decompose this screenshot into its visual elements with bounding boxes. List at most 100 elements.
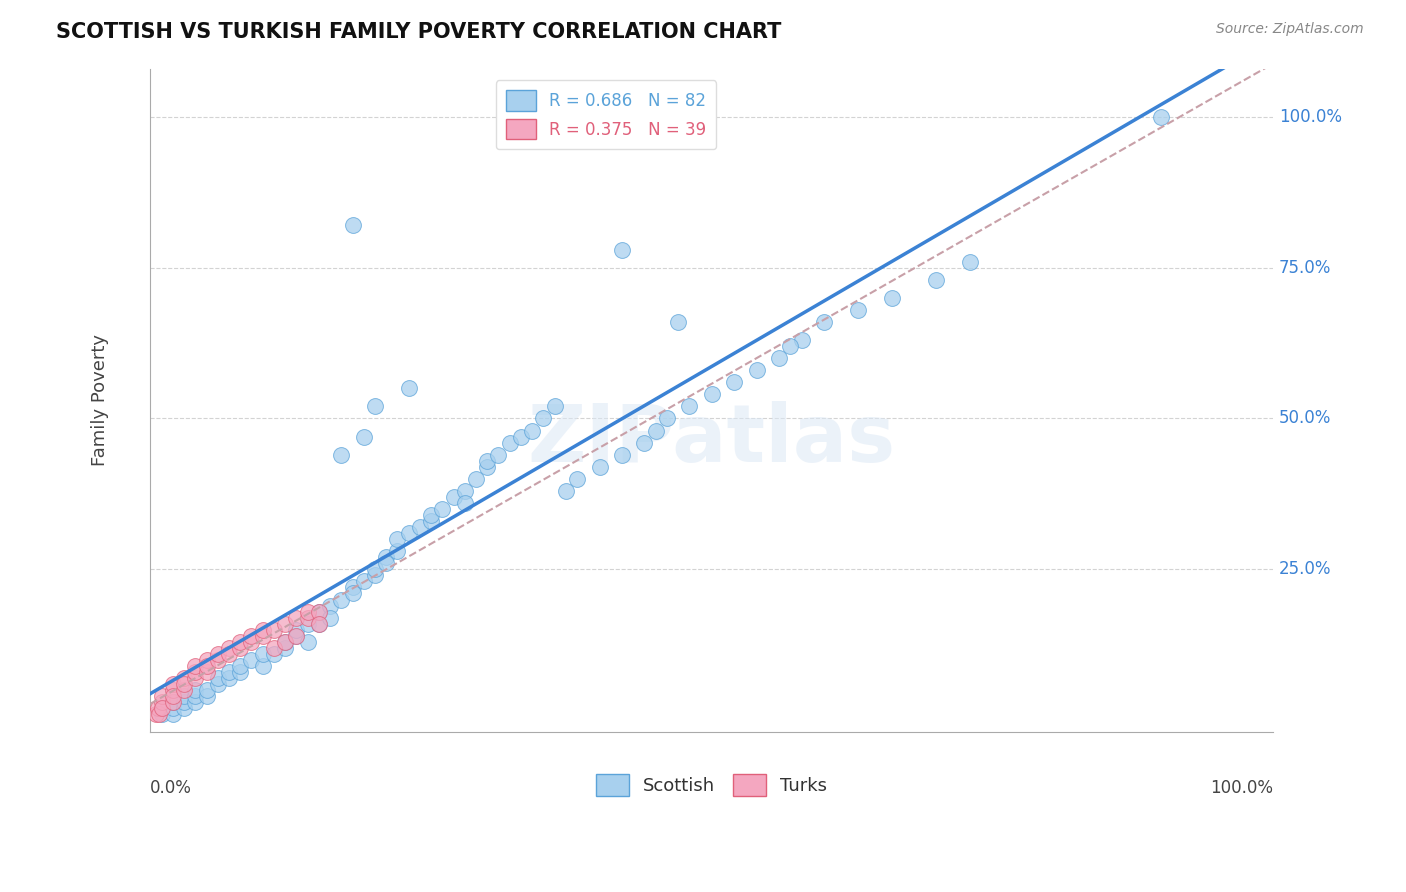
Point [285,629,308,643]
Text: ZIPatlas: ZIPatlas [527,401,896,479]
Point [846,302,869,317]
Point [633,435,655,450]
Point [240,629,263,643]
Point [229,640,252,655]
Text: 100.0%: 100.0% [1211,779,1274,797]
Point [195,658,218,673]
Point [666,315,689,329]
Point [240,634,263,648]
Point [285,610,308,624]
Point [925,273,948,287]
Point [207,671,229,685]
Point [162,689,184,703]
Point [252,629,274,643]
Point [274,634,297,648]
Point [308,616,330,631]
Point [150,707,173,722]
Point [420,508,443,522]
Point [543,400,565,414]
Point [353,574,375,589]
Point [342,581,364,595]
Point [229,665,252,679]
Point [274,616,297,631]
Point [162,677,184,691]
Point [342,586,364,600]
Point [173,683,195,698]
Legend: Scottish, Turks: Scottish, Turks [589,766,835,803]
Point [308,616,330,631]
Point [252,623,274,637]
Point [229,634,252,648]
Point [145,707,167,722]
Point [454,483,477,498]
Point [195,689,218,703]
Point [342,219,364,233]
Point [723,376,745,390]
Point [454,496,477,510]
Point [240,653,263,667]
Point [218,640,240,655]
Point [184,671,207,685]
Point [308,605,330,619]
Text: 75.0%: 75.0% [1279,259,1331,277]
Point [375,557,398,571]
Text: 100.0%: 100.0% [1279,108,1341,126]
Point [162,683,184,698]
Point [297,634,319,648]
Point [420,514,443,528]
Text: Source: ZipAtlas.com: Source: ZipAtlas.com [1216,22,1364,37]
Point [274,634,297,648]
Point [195,653,218,667]
Point [285,629,308,643]
Point [330,448,353,462]
Point [398,526,420,541]
Point [655,411,678,425]
Point [477,454,499,468]
Point [477,459,499,474]
Point [790,333,813,347]
Point [510,429,533,443]
Point [207,677,229,691]
Point [1150,110,1173,124]
Point [499,435,522,450]
Point [184,658,207,673]
Point [207,653,229,667]
Point [252,658,274,673]
Point [678,400,700,414]
Point [173,677,195,691]
Point [409,520,432,534]
Point [364,562,387,576]
Point [308,605,330,619]
Point [285,623,308,637]
Point [218,647,240,661]
Point [148,707,170,722]
Point [184,665,207,679]
Point [330,592,353,607]
Point [173,689,195,703]
Point [432,502,454,516]
Point [522,424,544,438]
Point [150,701,173,715]
Text: 50.0%: 50.0% [1279,409,1331,427]
Point [162,701,184,715]
Point [263,647,285,661]
Point [173,701,195,715]
Point [207,647,229,661]
Point [297,605,319,619]
Point [554,483,576,498]
Point [150,689,173,703]
Point [173,671,195,685]
Point [644,424,666,438]
Point [768,351,790,366]
Point [531,411,554,425]
Point [610,448,633,462]
Point [184,683,207,698]
Point [813,315,835,329]
Point [880,291,903,305]
Point [184,695,207,709]
Point [150,695,173,709]
Text: SCOTTISH VS TURKISH FAMILY POVERTY CORRELATION CHART: SCOTTISH VS TURKISH FAMILY POVERTY CORRE… [56,22,782,42]
Point [387,544,409,558]
Point [229,658,252,673]
Point [353,429,375,443]
